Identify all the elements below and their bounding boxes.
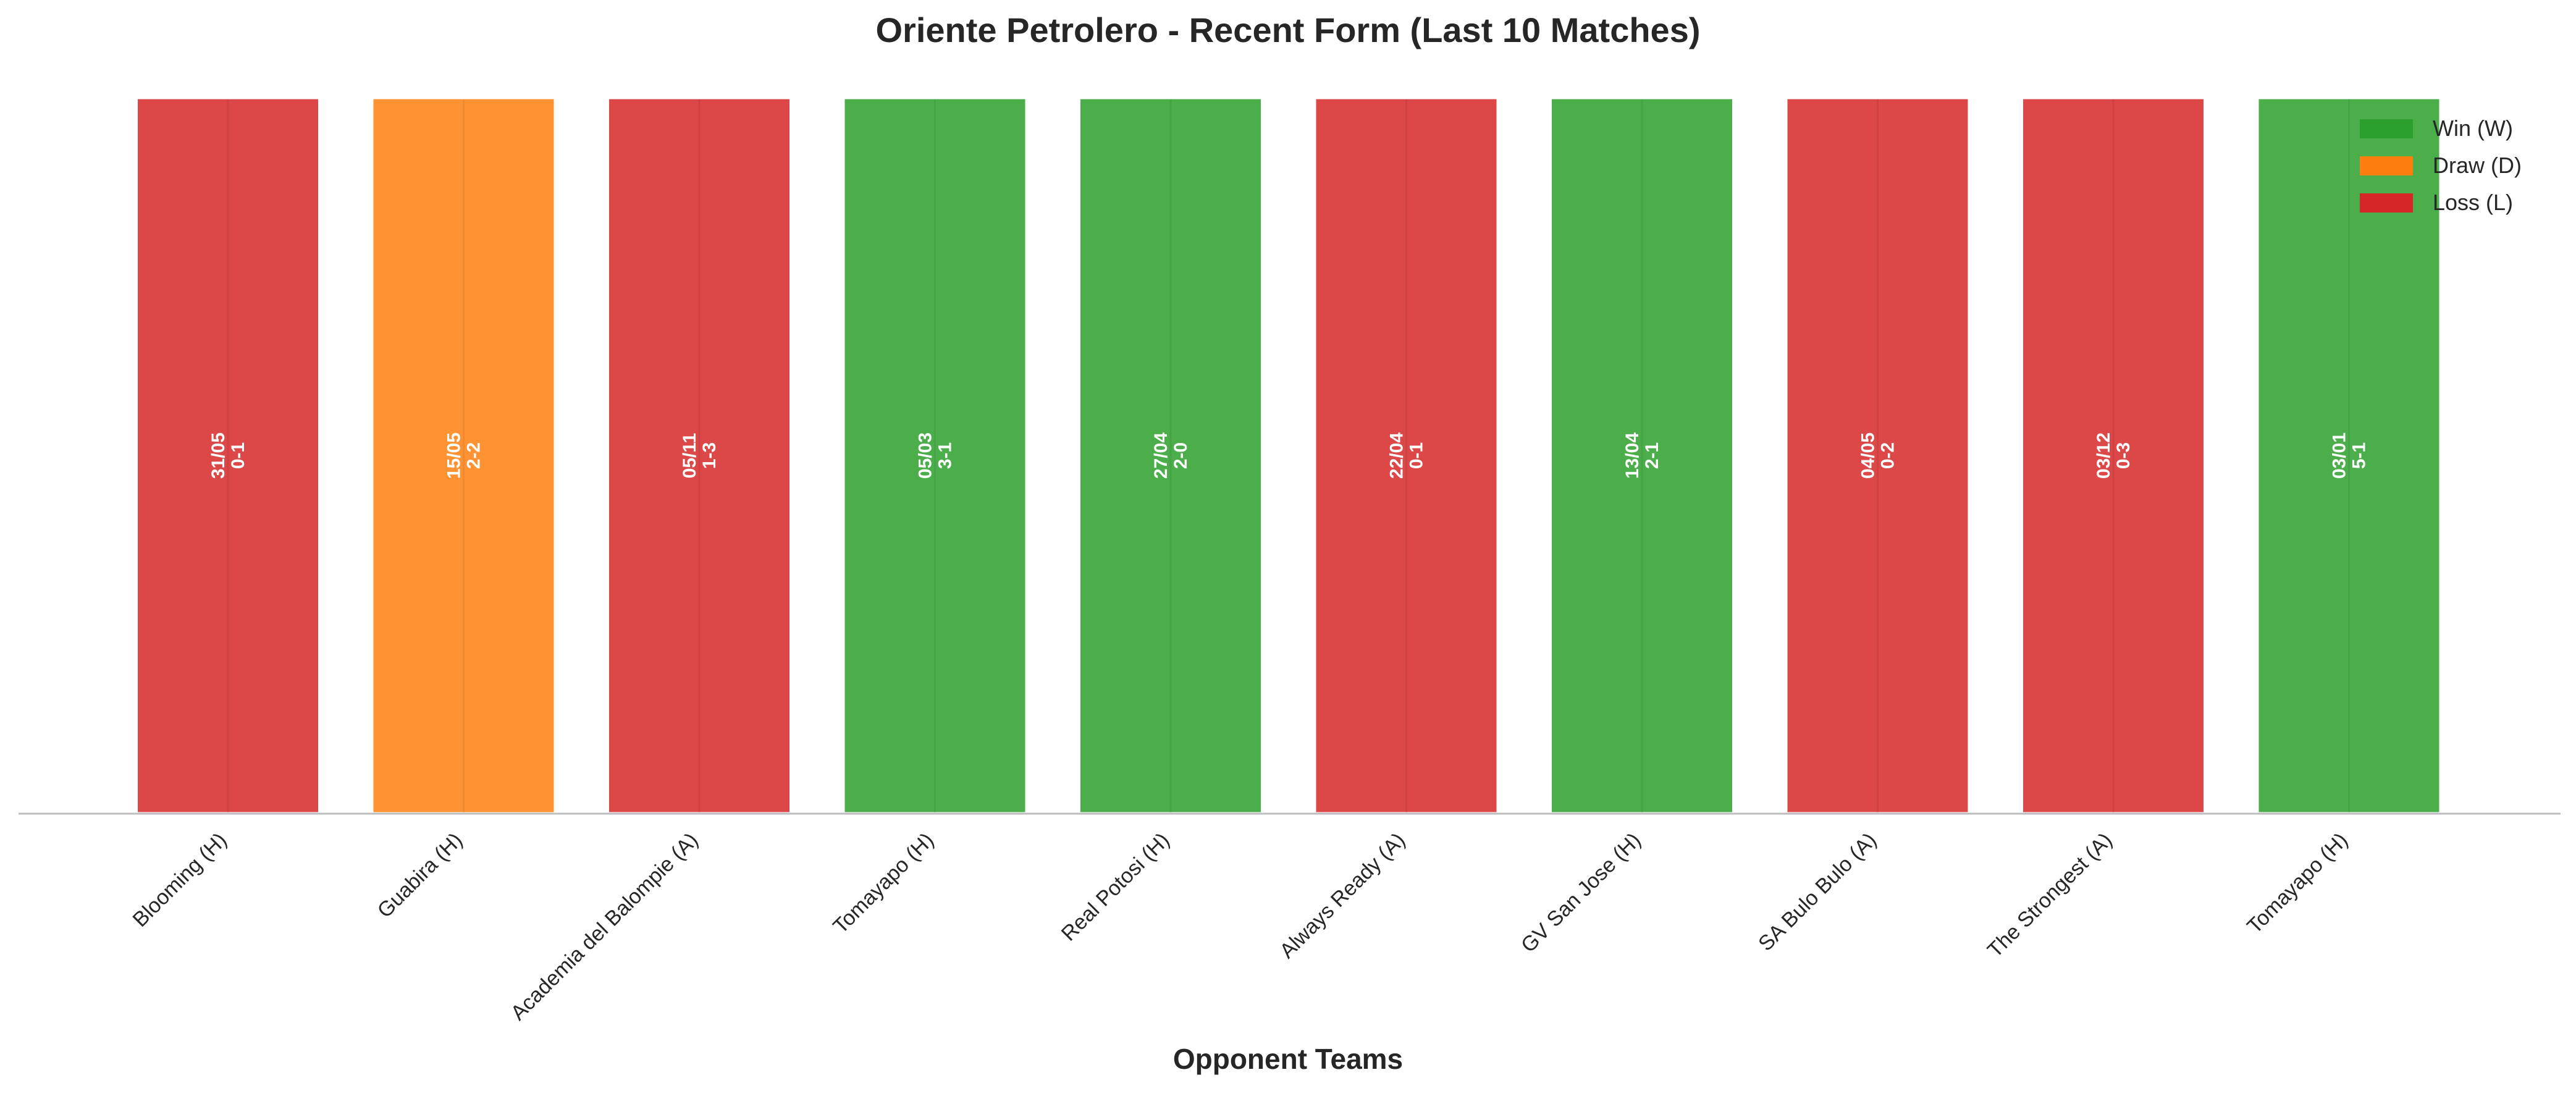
bars-layer <box>135 96 2443 816</box>
bar-label-group: 22/04 0-1 <box>1387 432 1427 479</box>
bar-score-label: 3-1 <box>935 442 956 469</box>
legend-label-d: Draw (D) <box>2433 153 2522 178</box>
bar-score-label: 2-1 <box>1642 442 1662 469</box>
x-tick-label: GV San Jose (H) <box>1517 828 1646 958</box>
legend-swatch-w <box>2360 119 2413 138</box>
legend-label-l: Loss (L) <box>2433 190 2513 215</box>
bar-7 <box>1549 96 1735 816</box>
x-tick-label: Always Ready (A) <box>1275 828 1410 963</box>
bar-date-label: 03/01 <box>2330 432 2350 479</box>
bar-8 <box>1784 96 1971 816</box>
bar-4 <box>841 96 1029 816</box>
x-tick-label: Guabira (H) <box>373 828 467 922</box>
bar-date-label: 27/04 <box>1151 432 1171 479</box>
legend-swatch-l <box>2360 193 2413 213</box>
bar-label-group: 05/11 1-3 <box>680 433 720 478</box>
bar-score-label: 0-1 <box>228 442 248 469</box>
bar-score-label: 2-2 <box>464 442 484 469</box>
bar-label-group: 15/05 2-2 <box>444 432 484 479</box>
bar-labels-layer: 31/05 0-1 15/05 2-2 05/11 1-3 05/03 3-1 27/04 2-0… <box>208 432 2370 479</box>
x-tick-label: Real Potosi (H) <box>1057 828 1174 946</box>
bar-score-label: 1-3 <box>699 442 720 469</box>
bar-label-group: 04/05 0-2 <box>1858 432 1898 479</box>
bar-6 <box>1313 96 1500 816</box>
bar-date-label: 31/05 <box>208 432 229 479</box>
bar-score-label: 0-1 <box>1407 442 1427 469</box>
x-tick-label: Tomayapo (H) <box>828 828 938 938</box>
x-tick-label: Academia del Balompie (A) <box>506 828 702 1025</box>
bar-date-label: 22/04 <box>1387 432 1407 479</box>
bar-2 <box>370 96 557 816</box>
bar-1 <box>135 96 321 816</box>
bar-3 <box>606 96 793 816</box>
legend: Win (W) Draw (D) Loss (L) <box>2360 116 2522 215</box>
bar-score-label: 0-3 <box>2113 442 2134 469</box>
bar-label-group: 31/05 0-1 <box>208 432 248 479</box>
bar-score-label: 5-1 <box>2349 442 2370 469</box>
bar-date-label: 15/05 <box>444 432 465 479</box>
bar-date-label: 05/03 <box>915 432 936 479</box>
bar-label-group: 27/04 2-0 <box>1151 432 1191 479</box>
legend-label-w: Win (W) <box>2433 116 2513 141</box>
x-tick-label: Blooming (H) <box>128 828 232 932</box>
bar-date-label: 04/05 <box>1858 432 1879 479</box>
bar-5 <box>1077 96 1264 816</box>
bar-score-label: 2-0 <box>1171 442 1191 469</box>
x-tick-label: Tomayapo (H) <box>2242 828 2352 938</box>
x-tick-labels: Blooming (H) Guabira (H) Academia del Balo… <box>128 828 2353 1025</box>
bar-10 <box>2255 96 2443 816</box>
bar-score-label: 0-2 <box>1878 442 1898 469</box>
chart-title: Oriente Petrolero - Recent Form (Last 10… <box>875 11 1700 49</box>
bar-label-group: 03/01 5-1 <box>2330 432 2370 479</box>
x-tick-label: SA Bulo Bulo (A) <box>1754 828 1881 956</box>
bar-label-group: 13/04 2-1 <box>1622 432 1662 479</box>
bar-label-group: 05/03 3-1 <box>915 432 956 479</box>
bar-date-label: 13/04 <box>1622 432 1643 479</box>
x-axis-label: Opponent Teams <box>1173 1043 1403 1075</box>
bar-label-group: 03/12 0-3 <box>2094 432 2134 479</box>
bar-date-label: 05/11 <box>680 433 700 478</box>
legend-swatch-d <box>2360 156 2413 175</box>
bar-date-label: 03/12 <box>2094 432 2114 479</box>
x-tick-label: The Strongest (A) <box>1983 828 2117 963</box>
